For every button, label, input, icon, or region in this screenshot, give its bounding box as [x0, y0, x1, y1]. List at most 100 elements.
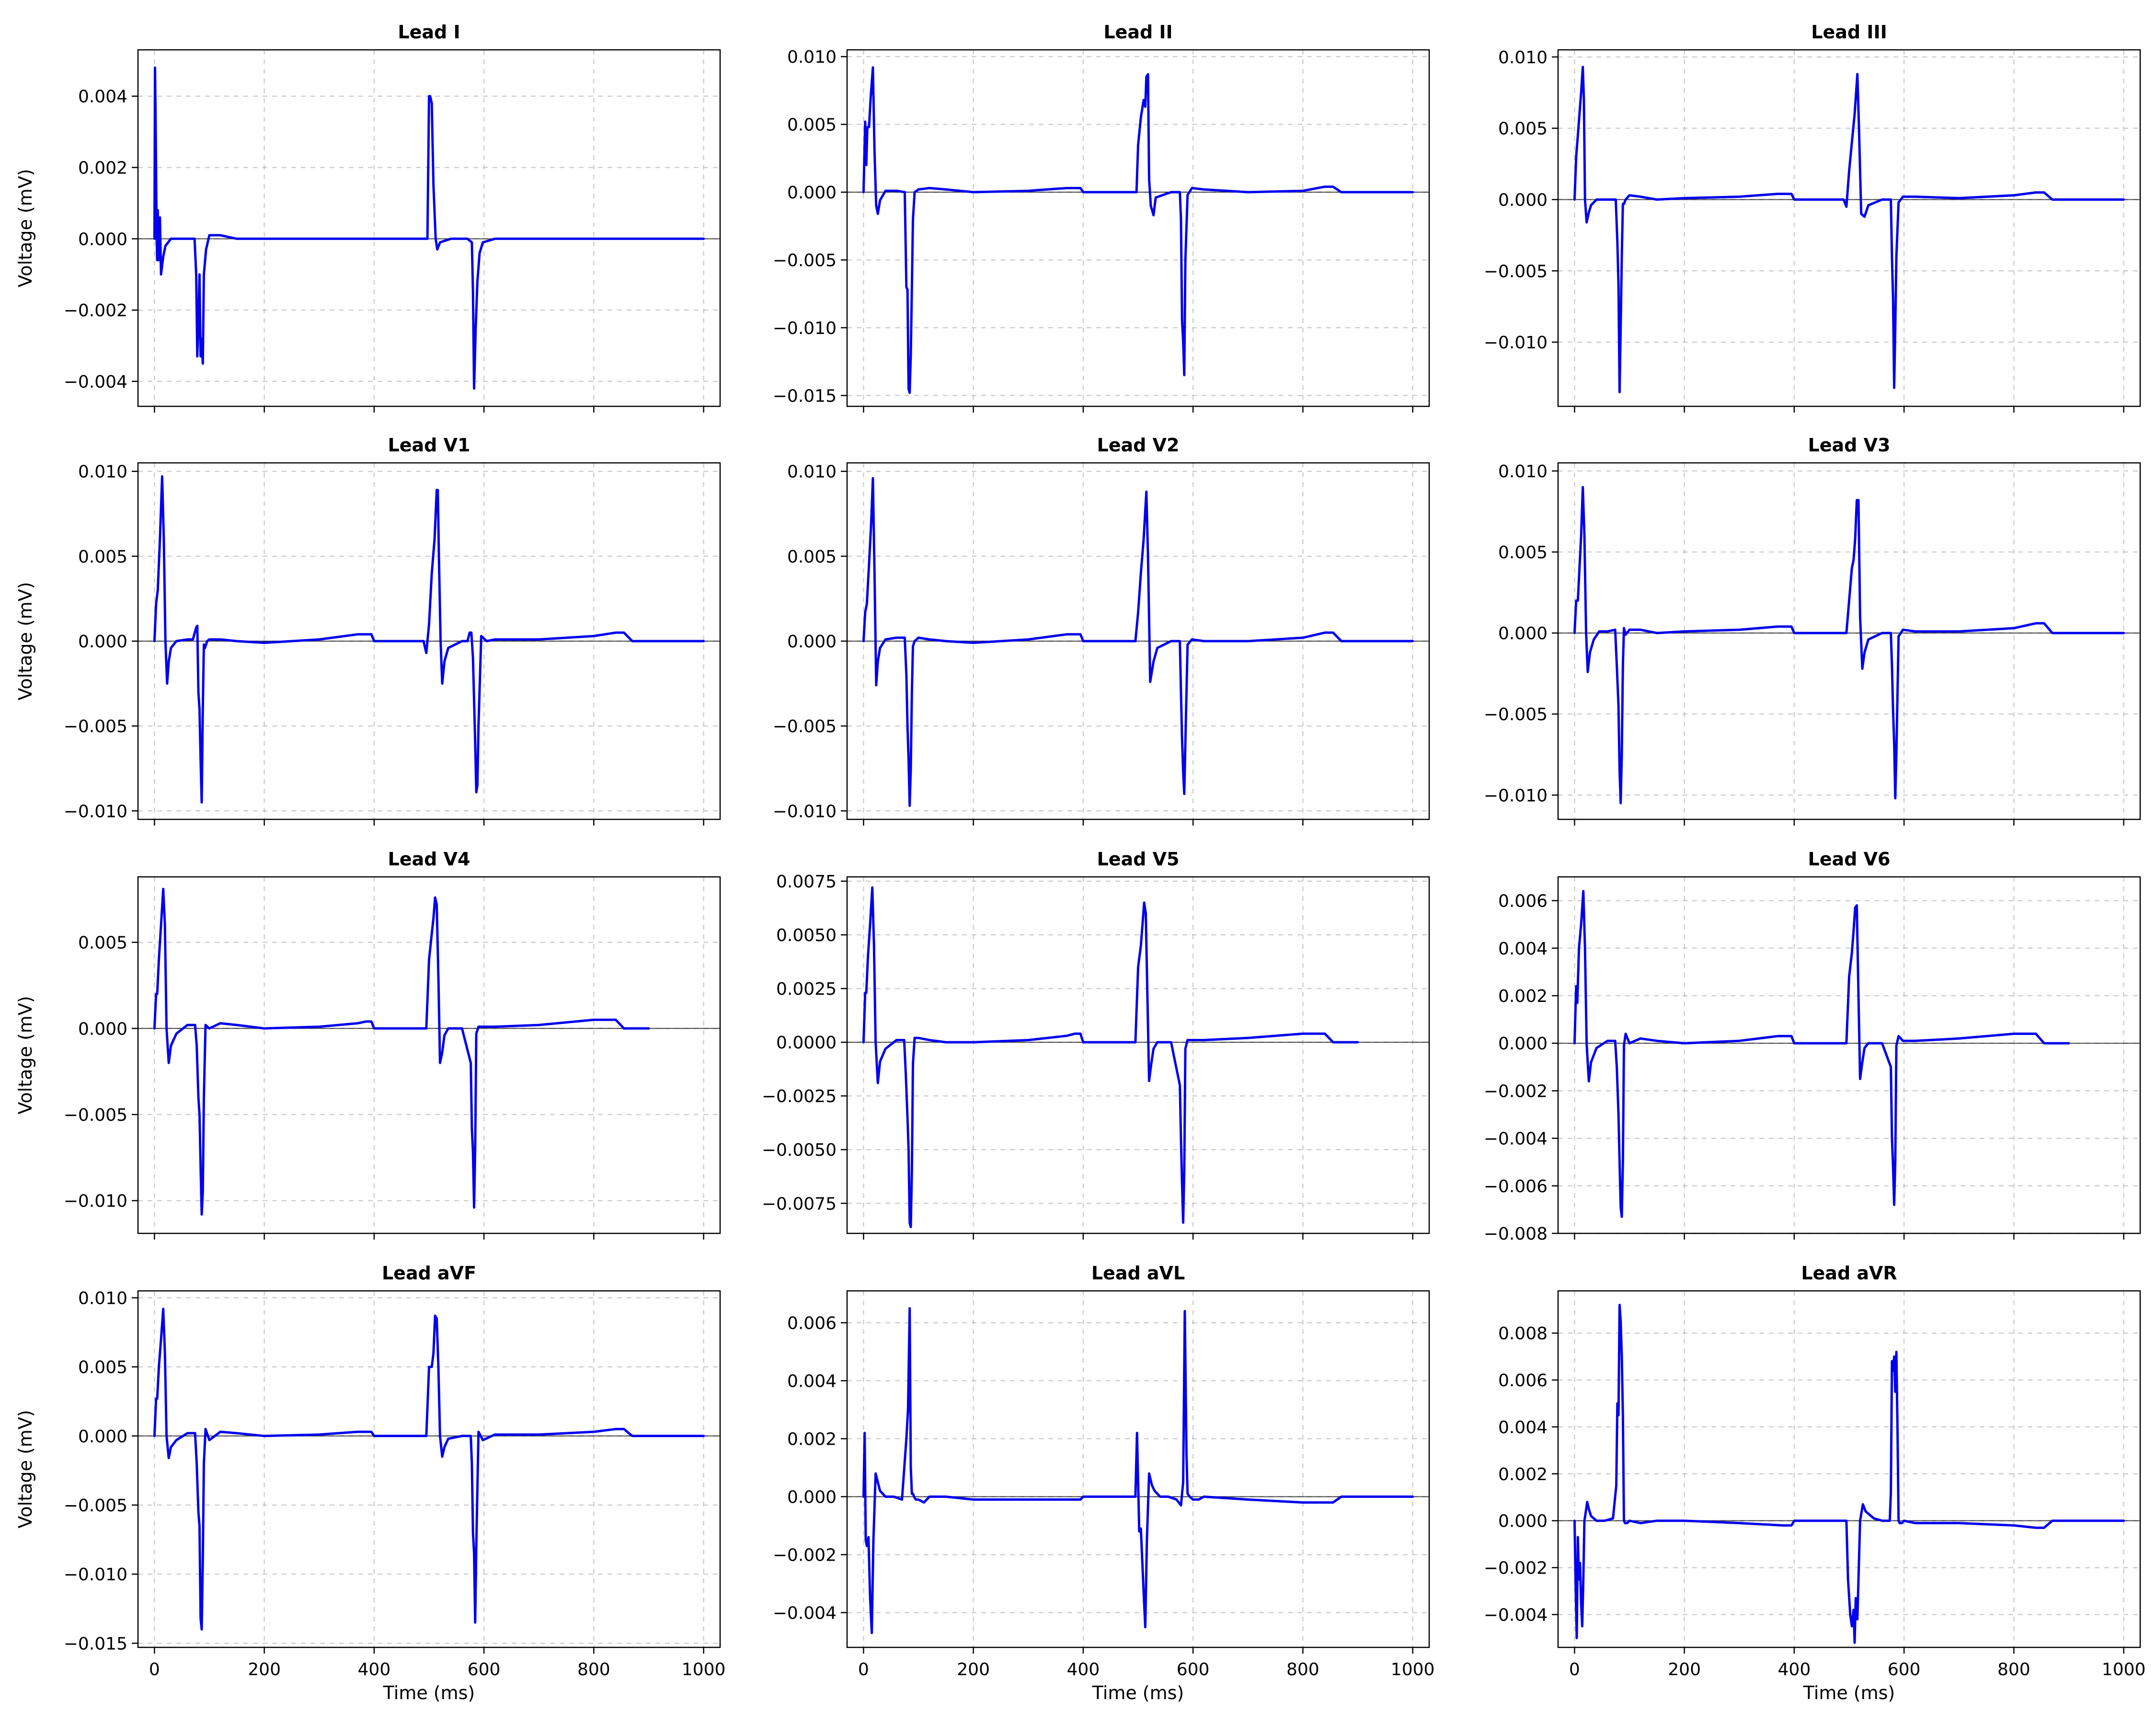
y-tick-label: 0.005	[78, 1358, 127, 1378]
y-tick-label: −0.010	[64, 1565, 127, 1585]
panel-title: Lead II	[1103, 22, 1172, 43]
y-tick-label: 0.004	[787, 1372, 837, 1392]
ecg-trace-lead-v2	[862, 477, 1414, 807]
y-tick-label: 0.0050	[776, 926, 837, 945]
panel-lead-v4: Lead V4 −0.010 −0.005 0.000 0.005 Voltage (mV…	[15, 849, 721, 1240]
y-tick-label: 0.000	[78, 632, 127, 652]
y-tick-label: 0.005	[1498, 543, 1548, 563]
x-tick-label: 200	[248, 1660, 281, 1679]
y-tick-label: 0.002	[1498, 987, 1548, 1006]
ecg-trace-lead-v4	[153, 887, 650, 1216]
plot-frame	[846, 1290, 1430, 1648]
y-axis-label: Voltage (mV)	[15, 582, 36, 700]
y-tick-label: 0.005	[1498, 119, 1548, 139]
panel-lead-avr: Lead aVR 0 200 400 600 800 1000 Time (ms) −0.004…	[1484, 1263, 2146, 1703]
x-tick-label: 200	[957, 1660, 990, 1679]
panel-title: Lead aVR	[1801, 1263, 1897, 1284]
y-tick-label: 0.0075	[776, 872, 837, 892]
plot-frame	[846, 49, 1430, 407]
y-tick-label: 0.000	[1498, 1034, 1548, 1054]
panel-title: Lead V4	[388, 849, 470, 870]
y-tick-label: −0.010	[773, 802, 837, 821]
y-tick-label: −0.004	[64, 372, 127, 392]
y-tick-label: 0.000	[78, 230, 127, 249]
y-tick-label: 0.010	[787, 462, 837, 482]
y-tick-label: −0.010	[773, 319, 837, 338]
y-tick-label: 0.008	[1498, 1324, 1548, 1344]
x-tick-label: 0	[149, 1660, 160, 1679]
panel-lead-v2: Lead V2 −0.010 −0.005 0.000 0.005 0.010	[773, 435, 1430, 826]
x-axis-label: Time (ms)	[383, 1682, 475, 1703]
y-tick-label: −0.005	[1484, 262, 1548, 281]
y-axis-label: Voltage (mV)	[15, 1410, 36, 1528]
y-tick-label: −0.002	[64, 301, 127, 321]
y-tick-label: 0.000	[787, 632, 837, 652]
panel-title: Lead V6	[1808, 849, 1891, 870]
y-tick-label: −0.010	[1484, 333, 1548, 353]
y-tick-label: 0.000	[787, 1487, 837, 1507]
panel-lead-v1: Lead V1 −0.010 −0.005 0.000 0.005 0.010 Voltag…	[15, 435, 721, 826]
y-tick-label: −0.015	[773, 386, 837, 406]
x-tick-label: 200	[1668, 1660, 1701, 1679]
ecg-trace-lead-iii	[1573, 66, 2125, 393]
panel-title: Lead V2	[1097, 435, 1180, 456]
panel-title: Lead aVF	[382, 1263, 476, 1284]
y-tick-label: −0.0050	[762, 1140, 837, 1160]
x-tick-label: 600	[1888, 1660, 1921, 1679]
y-tick-label: −0.005	[64, 717, 127, 736]
x-tick-label: 400	[1778, 1660, 1811, 1679]
y-tick-label: −0.010	[64, 802, 127, 821]
panel-lead-iii: Lead III −0.010 −0.005 0.000 0.005 0.010	[1484, 22, 2141, 413]
y-tick-label: 0.000	[787, 183, 837, 203]
y-axis-label: Voltage (mV)	[15, 996, 36, 1114]
panel-title: Lead III	[1811, 22, 1887, 43]
panel-title: Lead I	[398, 22, 460, 43]
y-tick-label: 0.000	[78, 1427, 127, 1447]
x-tick-label: 400	[358, 1660, 391, 1679]
y-tick-label: −0.005	[64, 1105, 127, 1125]
y-tick-label: 0.005	[78, 933, 127, 953]
y-tick-label: 0.000	[1498, 190, 1548, 210]
plot-frame	[1557, 876, 2141, 1234]
x-tick-label: 600	[468, 1660, 501, 1679]
ecg-trace-lead-v5	[862, 886, 1359, 1229]
y-tick-label: −0.002	[1484, 1559, 1548, 1578]
plot-frame	[1557, 49, 2141, 407]
ecg-trace-lead-v1	[153, 475, 705, 804]
x-tick-label: 400	[1067, 1660, 1100, 1679]
y-tick-label: 0.010	[1498, 48, 1548, 68]
y-tick-label: 0.005	[78, 547, 127, 567]
y-tick-label: −0.010	[64, 1192, 127, 1211]
y-tick-label: 0.010	[1498, 462, 1548, 482]
plot-frame	[137, 1290, 721, 1648]
x-tick-label: 800	[1286, 1660, 1319, 1679]
x-tick-label: 1000	[682, 1660, 726, 1679]
y-tick-label: −0.008	[1484, 1224, 1548, 1244]
ecg-trace-lead-v3	[1573, 486, 2125, 805]
y-tick-label: −0.005	[1484, 705, 1548, 724]
x-tick-label: 0	[858, 1660, 869, 1679]
y-tick-label: 0.004	[78, 87, 127, 107]
x-axis-label: Time (ms)	[1092, 1682, 1184, 1703]
ecg-trace-lead-i	[153, 66, 705, 390]
y-tick-label: −0.004	[1484, 1129, 1548, 1149]
x-tick-label: 800	[577, 1660, 610, 1679]
y-tick-label: −0.0025	[762, 1087, 837, 1106]
panel-lead-avf: Lead aVF 0 200 400 600 800 1000 Time (ms) −0.015…	[15, 1263, 725, 1703]
ecg-trace-lead-avl	[862, 1307, 1414, 1634]
y-tick-label: 0.004	[1498, 939, 1548, 959]
y-tick-label: −0.010	[1484, 786, 1548, 805]
panel-lead-ii: Lead II −0.015 −0.010 −0.005 0.000 0.005 0.010	[773, 22, 1430, 413]
y-tick-label: −0.004	[773, 1603, 837, 1623]
y-tick-label: −0.002	[773, 1545, 837, 1565]
y-tick-label: −0.004	[1484, 1605, 1548, 1625]
plot-frame	[137, 876, 721, 1234]
x-tick-label: 1000	[2102, 1660, 2146, 1679]
y-tick-label: 0.005	[787, 547, 837, 567]
y-tick-label: 0.006	[1498, 892, 1548, 911]
panel-lead-v6: Lead V6 −0.008 −0.006 −0.004 −0.002 0.000 0.00…	[1484, 849, 2141, 1244]
x-tick-label: 0	[1569, 1660, 1580, 1679]
y-axis-label: Voltage (mV)	[15, 169, 36, 287]
panel-lead-i: Lead I −0.004 −0.002 0.000 0.002 0.004 Voltage…	[15, 22, 721, 413]
